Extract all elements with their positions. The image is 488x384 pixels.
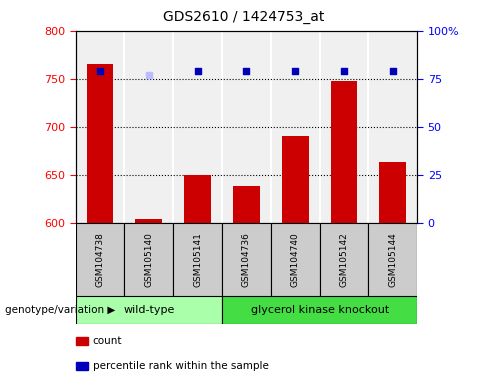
Text: GSM105140: GSM105140 (144, 232, 153, 286)
FancyBboxPatch shape (222, 223, 271, 296)
Text: GDS2610 / 1424753_at: GDS2610 / 1424753_at (163, 10, 325, 23)
Bar (222, 296, 417, 324)
Text: percentile rank within the sample: percentile rank within the sample (93, 361, 268, 371)
Bar (76, 296, 222, 324)
Text: wild-type: wild-type (123, 305, 175, 315)
Text: GSM104740: GSM104740 (291, 232, 300, 286)
FancyBboxPatch shape (124, 223, 173, 296)
Bar (331, 81, 358, 223)
Bar (380, 162, 407, 223)
Text: GSM105141: GSM105141 (193, 232, 202, 286)
Text: GSM105142: GSM105142 (340, 232, 348, 286)
Text: GSM104738: GSM104738 (96, 232, 104, 286)
Point (96, 68, 104, 74)
Bar (282, 136, 309, 223)
Text: count: count (93, 336, 122, 346)
Text: GSM104736: GSM104736 (242, 232, 251, 286)
Text: GSM105144: GSM105144 (388, 232, 397, 286)
Bar (87, 65, 114, 223)
Bar (233, 186, 260, 223)
Bar (136, 219, 163, 223)
Text: genotype/variation ▶: genotype/variation ▶ (5, 305, 115, 315)
FancyBboxPatch shape (76, 223, 124, 296)
Point (194, 68, 202, 74)
Point (389, 68, 397, 74)
FancyBboxPatch shape (173, 223, 222, 296)
Point (291, 68, 299, 74)
FancyBboxPatch shape (271, 223, 320, 296)
Point (145, 72, 153, 78)
FancyBboxPatch shape (320, 223, 368, 296)
Bar (184, 175, 211, 223)
Point (340, 68, 348, 74)
Text: glycerol kinase knockout: glycerol kinase knockout (250, 305, 389, 315)
Point (243, 68, 250, 74)
FancyBboxPatch shape (368, 223, 417, 296)
